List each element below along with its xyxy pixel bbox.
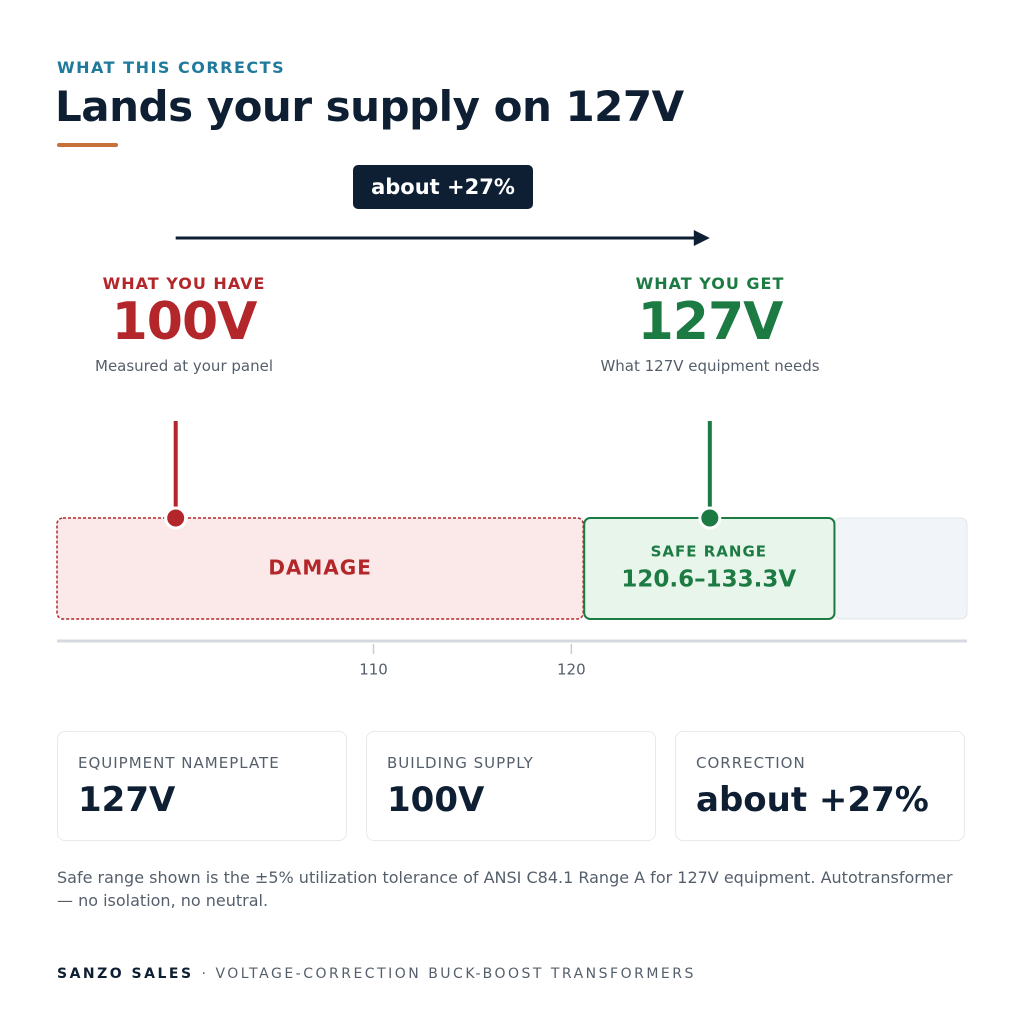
get-caption: What 127V equipment needs bbox=[600, 357, 820, 375]
damage-label: DAMAGE bbox=[268, 556, 372, 580]
have-dot bbox=[164, 506, 188, 530]
tick-label: 110 bbox=[359, 661, 388, 679]
title-rule bbox=[57, 143, 118, 147]
badge: about +27% bbox=[353, 165, 533, 209]
card: BUILDING SUPPLY 100V bbox=[366, 731, 656, 841]
footer-brand: SANZO SALES bbox=[57, 966, 194, 982]
card-label: EQUIPMENT NAMEPLATE bbox=[78, 754, 280, 772]
card-label: CORRECTION bbox=[696, 754, 806, 772]
footer: SANZO SALES · VOLTAGE-CORRECTION BUCK-BOO… bbox=[57, 966, 696, 982]
arrow-head bbox=[693, 230, 710, 246]
card-value: about +27% bbox=[696, 780, 929, 820]
get-dot bbox=[698, 506, 722, 530]
safe-label: SAFE RANGE bbox=[651, 543, 767, 561]
tick-label: 120 bbox=[557, 661, 586, 679]
title: Lands your supply on 127V bbox=[55, 82, 684, 131]
get-value: 127V bbox=[637, 292, 784, 352]
card: CORRECTION about +27% bbox=[675, 731, 965, 841]
have-value: 100V bbox=[111, 292, 258, 352]
card-label: BUILDING SUPPLY bbox=[387, 754, 534, 772]
footer-tagline: · VOLTAGE-CORRECTION BUCK-BOOST TRANSFOR… bbox=[201, 966, 696, 982]
have-label: WHAT YOU HAVE bbox=[102, 274, 266, 293]
get-label: WHAT YOU GET bbox=[635, 274, 785, 293]
card-value: 127V bbox=[78, 780, 176, 820]
eyebrow: WHAT THIS CORRECTS bbox=[57, 58, 286, 77]
remaining-zone bbox=[833, 517, 968, 620]
have-caption: Measured at your panel bbox=[95, 357, 273, 375]
card: EQUIPMENT NAMEPLATE 127V bbox=[57, 731, 347, 841]
footnote: Safe range shown is the ±5% utilization … bbox=[57, 868, 953, 910]
safe-range: 120.6–133.3V bbox=[621, 567, 796, 593]
card-value: 100V bbox=[387, 780, 485, 820]
